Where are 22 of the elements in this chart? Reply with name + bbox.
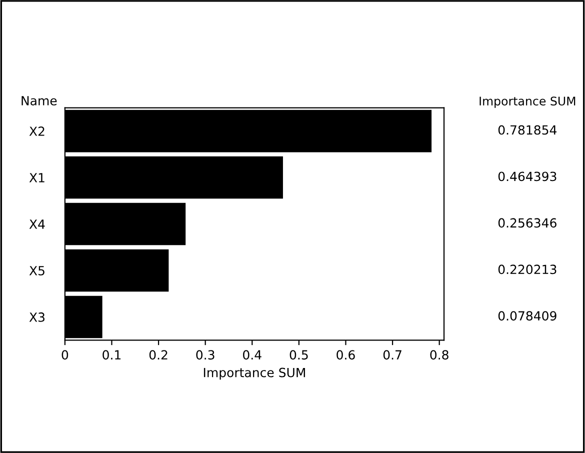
x-tick-label: 0.7 xyxy=(383,350,402,360)
data-label: 0.464393 xyxy=(498,172,556,182)
x-axis-title: Importance SUM xyxy=(204,368,305,380)
y-tick-label: X2 xyxy=(29,126,44,136)
y2-axis-title: Importance SUM xyxy=(480,96,576,108)
y-tick-label: X1 xyxy=(29,173,44,182)
y-tick-label: X3 xyxy=(29,312,44,322)
x-tick-label: 0.2 xyxy=(149,350,168,360)
data-label: 0.256346 xyxy=(498,218,556,228)
x-tick-label: 0.3 xyxy=(196,350,214,360)
data-label: 0.220213 xyxy=(498,264,556,274)
x-tick-label: 0.5 xyxy=(290,350,308,360)
x-tick-label: 0.6 xyxy=(336,350,355,360)
y-tick-label: X4 xyxy=(29,220,45,229)
x-tick-label: 0.4 xyxy=(243,350,262,360)
y-tick-label: X5 xyxy=(29,266,44,276)
y-axis-title: Name xyxy=(22,96,57,106)
data-label: 0.078409 xyxy=(498,311,556,321)
x-tick-label: 0 xyxy=(62,350,68,360)
data-label: 0.781854 xyxy=(498,125,557,135)
x-tick-label: 0.1 xyxy=(102,350,121,360)
x-tick-label: 0.8 xyxy=(430,350,448,360)
